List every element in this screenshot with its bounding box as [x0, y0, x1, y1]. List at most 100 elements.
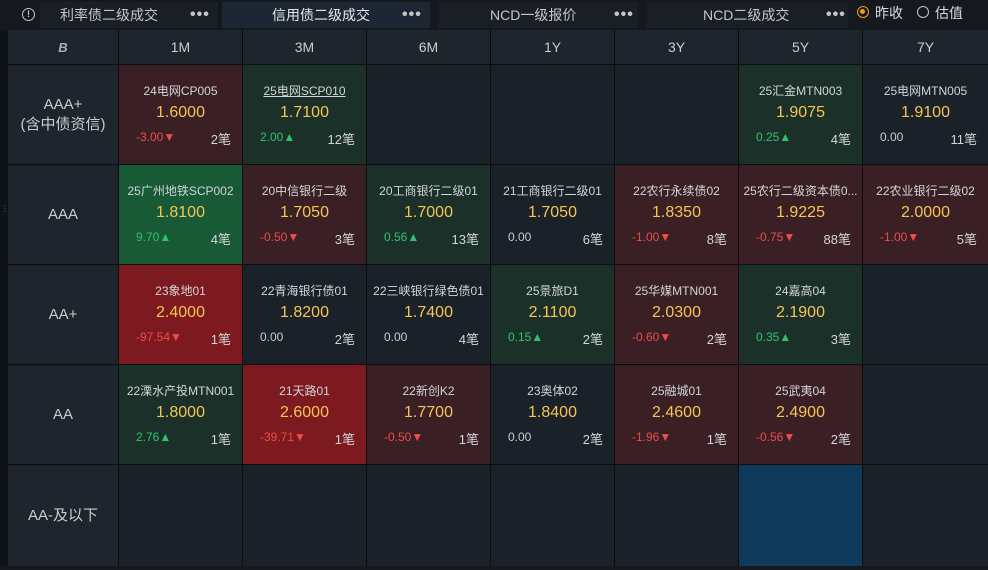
bond-name[interactable]: 25武夷04 [775, 384, 826, 398]
quote-cell[interactable] [243, 465, 366, 566]
bond-name[interactable]: 22农业银行二级02 [876, 184, 975, 198]
trade-count: 1笔 [458, 432, 479, 447]
bond-name[interactable]: 21工商银行二级01 [503, 184, 602, 198]
radio-valuation-label[interactable]: 估值 [935, 5, 963, 21]
rating-header: AA-及以下 [8, 465, 118, 566]
bond-name[interactable]: 23象地01 [155, 284, 206, 298]
bond-name[interactable]: 24电网CP005 [143, 84, 218, 98]
quote-cell[interactable] [615, 465, 738, 566]
rating-header: AA+ [8, 265, 118, 364]
quote-cell[interactable]: 25电网MTN005 1.9100 0.00 11笔 [863, 65, 988, 164]
quote-cell[interactable] [863, 365, 988, 464]
bond-name[interactable]: 21天路01 [279, 384, 330, 398]
bond-name[interactable]: 25电网MTN005 [883, 84, 968, 98]
quote-cell[interactable] [367, 465, 490, 566]
bp-change: -97.54▼ [136, 330, 182, 344]
quote-cell[interactable] [367, 65, 490, 164]
more-icon[interactable]: ••• [826, 6, 846, 23]
resize-handle[interactable]: ⋮ [1, 204, 9, 213]
bond-name[interactable]: 20工商银行二级01 [379, 184, 478, 198]
bond-name[interactable]: 24嘉高04 [775, 284, 826, 298]
bond-name[interactable]: 22农行永续债02 [633, 184, 720, 198]
bond-name[interactable]: 22新创K2 [402, 384, 455, 398]
bond-yield: 1.8400 [528, 404, 577, 421]
quote-cell[interactable]: 22青海银行债01 1.8200 0.00 2笔 [243, 265, 366, 364]
bond-name[interactable]: 23奥体02 [527, 384, 578, 398]
trade-count: 88笔 [823, 232, 851, 247]
bond-name[interactable]: 25电网SCP010 [263, 84, 346, 98]
tab-ncd-primary-quote[interactable]: NCD一级报价 ••• [438, 2, 638, 28]
bond-name[interactable]: 25华媒MTN001 [634, 284, 719, 298]
quote-cell[interactable] [615, 65, 738, 164]
quote-cell[interactable]: 23奥体02 1.8400 0.00 2笔 [491, 365, 614, 464]
quote-cell[interactable]: 20工商银行二级01 1.7000 0.56▲ 13笔 [367, 165, 490, 264]
trade-count: 6笔 [582, 232, 603, 247]
bp-change: 0.15▲ [508, 330, 544, 344]
bond-name[interactable]: 20中信银行二级 [261, 184, 348, 198]
quote-cell[interactable]: 25电网SCP010 1.7100 2.00▲ 12笔 [243, 65, 366, 164]
trade-count: 1笔 [334, 432, 355, 447]
rating-header: AA [8, 365, 118, 464]
bond-name[interactable]: 22三峡银行绿色债01 [373, 284, 484, 298]
quote-cell[interactable]: 21天路01 2.6000 -39.71▼ 1笔 [243, 365, 366, 464]
quote-cell[interactable]: 25广州地铁SCP002 1.8100 9.70▲ 4笔 [119, 165, 242, 264]
quote-cell[interactable] [491, 65, 614, 164]
bond-name[interactable]: 22青海银行债01 [261, 284, 348, 298]
quote-cell[interactable]: 22农行永续债02 1.8350 -1.00▼ 8笔 [615, 165, 738, 264]
quote-cell[interactable]: 21工商银行二级01 1.7050 0.00 6笔 [491, 165, 614, 264]
bond-name[interactable]: 25农行二级资本债0... [743, 184, 858, 198]
bottom-scrollbar[interactable] [0, 566, 988, 570]
more-icon[interactable]: ••• [614, 6, 634, 23]
bond-yield: 1.9225 [776, 204, 825, 221]
bond-name[interactable]: 25汇金MTN003 [758, 84, 843, 98]
trade-count: 4笔 [210, 232, 231, 247]
app-logo-icon: B [58, 40, 68, 55]
quote-cell[interactable]: 22新创K2 1.7700 -0.50▼ 1笔 [367, 365, 490, 464]
quote-cell[interactable]: 25华媒MTN001 2.0300 -0.60▼ 2笔 [615, 265, 738, 364]
quote-cell[interactable] [863, 265, 988, 364]
bond-yield: 1.7700 [404, 404, 453, 421]
bond-name[interactable]: 22溧水产投MTN001 [126, 384, 235, 398]
bp-change: -0.50▼ [260, 230, 300, 244]
bond-yield: 1.7400 [404, 304, 453, 321]
quote-cell[interactable] [119, 465, 242, 566]
trade-count: 8笔 [706, 232, 727, 247]
radio-prev-close-label[interactable]: 昨收 [875, 5, 903, 21]
bond-name[interactable]: 25景旅D1 [526, 284, 579, 298]
bond-name[interactable]: 25融城01 [651, 384, 702, 398]
quote-cell[interactable]: 25融城01 2.4600 -1.96▼ 1笔 [615, 365, 738, 464]
quote-cell[interactable] [491, 465, 614, 566]
quote-cell[interactable]: 22三峡银行绿色债01 1.7400 0.00 4笔 [367, 265, 490, 364]
bp-change: 0.25▲ [756, 130, 792, 144]
quote-cell[interactable] [863, 465, 988, 566]
tab-rate-bond-secondary[interactable]: 利率债二级成交 ••• [40, 2, 218, 28]
radio-prev-close[interactable] [857, 6, 869, 18]
bp-change: -1.96▼ [632, 430, 672, 444]
quote-cell[interactable]: 20中信银行二级 1.7050 -0.50▼ 3笔 [243, 165, 366, 264]
trade-count: 4笔 [458, 332, 479, 347]
rating-header: AAA [8, 165, 118, 264]
tenor-header: 1Y [491, 30, 614, 64]
quote-cell[interactable]: 22溧水产投MTN001 1.8000 2.76▲ 1笔 [119, 365, 242, 464]
bond-yield: 2.6000 [280, 404, 329, 421]
info-icon[interactable]: ! [22, 8, 35, 21]
bond-name[interactable]: 25广州地铁SCP002 [127, 184, 234, 198]
quote-cell[interactable]: 24嘉高04 2.1900 0.35▲ 3笔 [739, 265, 862, 364]
bond-yield: 1.8100 [156, 204, 205, 221]
quote-cell[interactable]: 25汇金MTN003 1.9075 0.25▲ 4笔 [739, 65, 862, 164]
quote-cell[interactable]: 23象地01 2.4000 -97.54▼ 1笔 [119, 265, 242, 364]
more-icon[interactable]: ••• [402, 6, 422, 23]
bond-yield: 1.8200 [280, 304, 329, 321]
bp-change: -1.00▼ [632, 230, 672, 244]
quote-cell[interactable]: 25武夷04 2.4900 -0.56▼ 2笔 [739, 365, 862, 464]
radio-valuation[interactable] [917, 6, 929, 18]
quote-cell[interactable]: 25农行二级资本债0... 1.9225 -0.75▼ 88笔 [739, 165, 862, 264]
tab-ncd-secondary[interactable]: NCD二级成交 ••• [646, 2, 848, 28]
quote-cell[interactable]: 25景旅D1 2.1100 0.15▲ 2笔 [491, 265, 614, 364]
tab-credit-bond-secondary[interactable]: 信用债二级成交 ••• [222, 2, 430, 28]
more-icon[interactable]: ••• [190, 6, 210, 23]
tenor-header: 1M [119, 30, 242, 64]
quote-cell[interactable]: 22农业银行二级02 2.0000 -1.00▼ 5笔 [863, 165, 988, 264]
quote-cell[interactable] [739, 465, 862, 566]
quote-cell[interactable]: 24电网CP005 1.6000 -3.00▼ 2笔 [119, 65, 242, 164]
